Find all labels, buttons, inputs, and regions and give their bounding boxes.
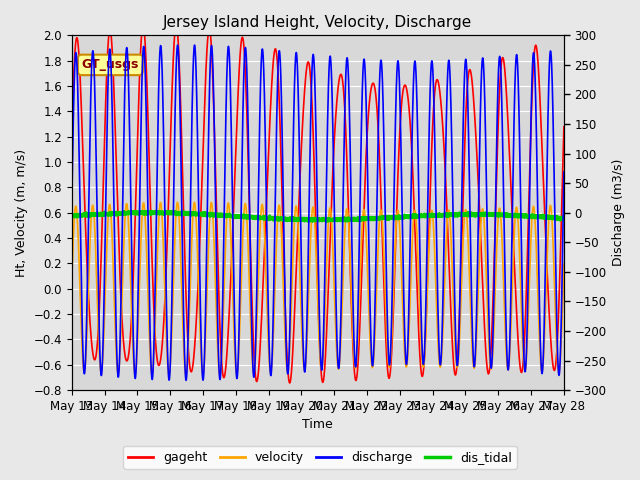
Y-axis label: Ht, Velocity (m, m/s): Ht, Velocity (m, m/s) [15, 149, 28, 277]
discharge [428, 59, 435, 64]
dis_tidal [304, 218, 312, 224]
discharge [191, 42, 198, 48]
gageht [533, 50, 541, 56]
dis_tidal [533, 215, 541, 220]
Text: GT_usgs: GT_usgs [82, 59, 139, 72]
gageht [236, 70, 243, 76]
discharge [442, 158, 449, 164]
Line: dis_tidal: dis_tidal [72, 211, 564, 221]
discharge [560, 169, 568, 175]
discharge [533, 177, 541, 183]
dis_tidal [442, 212, 449, 217]
dis_tidal [68, 213, 76, 218]
Title: Jersey Island Height, Velocity, Discharge: Jersey Island Height, Velocity, Discharg… [163, 15, 472, 30]
gageht [301, 84, 308, 90]
dis_tidal [152, 208, 160, 214]
discharge [540, 353, 547, 359]
gageht [428, 148, 435, 154]
Line: discharge: discharge [72, 45, 564, 380]
gageht [540, 178, 547, 184]
velocity [560, 261, 568, 266]
dis_tidal [540, 214, 547, 220]
dis_tidal [301, 217, 308, 223]
X-axis label: Time: Time [303, 419, 333, 432]
velocity [191, 199, 198, 205]
dis_tidal [428, 212, 435, 217]
gageht [68, 130, 76, 136]
velocity [68, 277, 76, 283]
discharge [68, 202, 76, 208]
velocity [428, 207, 435, 213]
velocity [442, 255, 449, 261]
velocity [533, 273, 541, 279]
discharge [182, 377, 190, 383]
dis_tidal [236, 214, 243, 219]
Line: velocity: velocity [72, 202, 564, 375]
gageht [442, 174, 449, 180]
gageht [560, 124, 568, 130]
gageht [286, 380, 294, 386]
dis_tidal [560, 216, 568, 222]
velocity [540, 358, 547, 363]
Line: gageht: gageht [72, 24, 564, 383]
velocity [182, 372, 190, 378]
gageht [172, 22, 180, 27]
discharge [236, 323, 243, 329]
Legend: gageht, velocity, discharge, dis_tidal: gageht, velocity, discharge, dis_tidal [123, 446, 517, 469]
velocity [301, 368, 308, 373]
Y-axis label: Discharge (m3/s): Discharge (m3/s) [612, 159, 625, 266]
velocity [236, 341, 243, 347]
discharge [301, 369, 308, 375]
